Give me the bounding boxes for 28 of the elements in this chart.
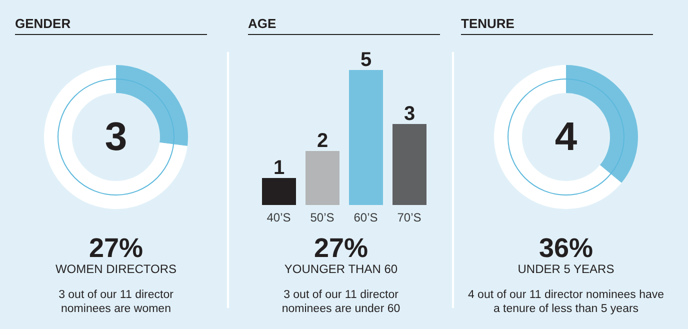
text: UNDER 5 YEARS — [516, 262, 616, 277]
chart-title: TENURE — [461, 16, 653, 35]
data-label: 1 — [273, 157, 285, 179]
chart-title: AGE — [248, 16, 440, 35]
x-tick-label: 50’S — [310, 210, 334, 225]
chart-title: GENDER — [15, 16, 207, 35]
donut-slice — [494, 65, 622, 209]
data-label: 2 — [316, 130, 328, 152]
text: 36% — [538, 233, 594, 263]
text: 4 out of our 11 director nominees have a tenure of less than 5 years — [466, 288, 666, 316]
bar — [392, 124, 426, 205]
bar — [349, 70, 383, 205]
text: 27% — [312, 233, 370, 263]
text: 3 out of our 11 director nominees are under 60 — [280, 288, 402, 316]
x-tick-label: 70’S — [397, 210, 422, 225]
text: 4 — [554, 114, 578, 160]
text: YOUNGER THAN 60 — [283, 262, 399, 277]
bar — [306, 151, 340, 205]
x-tick-label: 60’S — [354, 210, 378, 225]
bar — [262, 178, 296, 205]
text: WOMEN DIRECTORS — [54, 262, 178, 277]
x-tick-label: 40’S — [266, 210, 291, 225]
data-label: 5 — [360, 49, 372, 71]
text: 27% — [88, 233, 144, 263]
data-label: 3 — [404, 103, 416, 125]
donut-slice — [44, 65, 188, 209]
text: 3 — [104, 114, 128, 160]
text: 3 out of our 11 director nominees are women — [58, 288, 174, 316]
